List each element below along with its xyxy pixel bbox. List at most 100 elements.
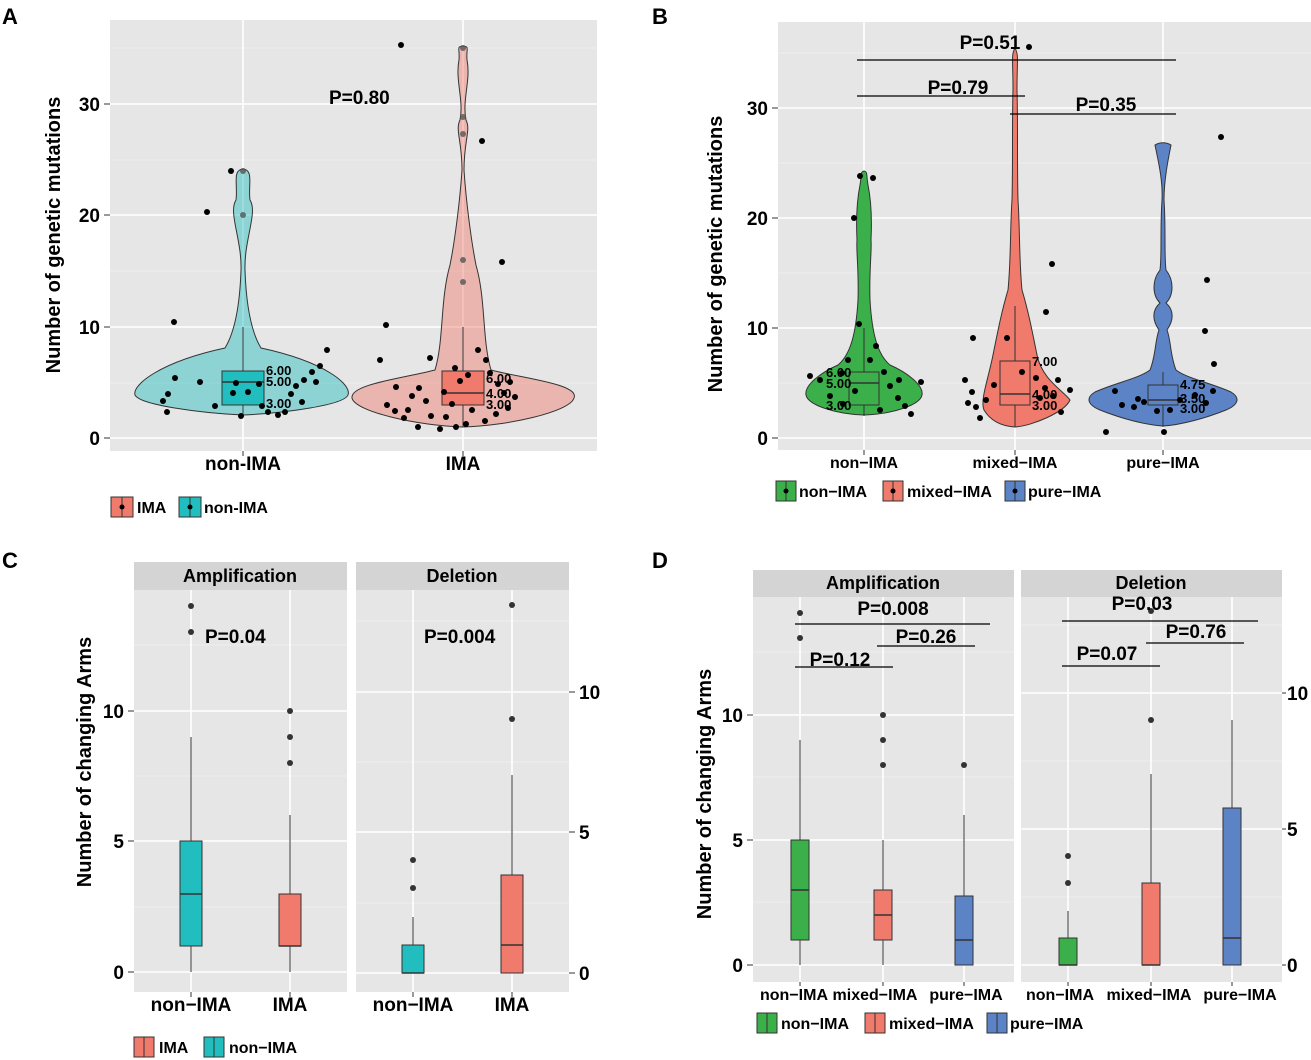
y-tick-label: 5 (113, 832, 124, 853)
p-value: P=0.51 (960, 33, 1021, 54)
legend-label: non−IMA (799, 484, 867, 501)
legend-label: pure−IMA (1028, 484, 1102, 501)
y-axis-right-c: 0 5 10 (569, 683, 600, 985)
stat-label: 3.00 (1180, 401, 1205, 416)
p-value: P=0.04 (205, 627, 266, 648)
x-tick-label: IMA (273, 995, 308, 1016)
stat-label: 6.00 (826, 365, 851, 380)
y-tick-label: 5 (579, 823, 590, 844)
panel-d: Amplification (694, 570, 1308, 1034)
y-tick-label: 10 (79, 318, 100, 339)
y-axis-title-d: Number of changing Arms (694, 669, 716, 919)
stat-label: 3.50 (1180, 391, 1205, 406)
box-mixed-ima-b (999, 306, 1031, 427)
y-tick-label: 0 (113, 963, 124, 984)
p-value: P=0.26 (896, 627, 957, 648)
jitter-points-b (807, 44, 1224, 435)
p-value: P=0.07 (1077, 644, 1138, 665)
panel-letter-d: D (652, 548, 668, 573)
box-mixed-ima-del-d (1141, 608, 1161, 966)
p-value: P=0.79 (928, 78, 989, 99)
y-tick-label: 5 (732, 831, 743, 852)
stat-label: 7.00 (1032, 354, 1057, 369)
legend-label: non-IMA (204, 500, 268, 517)
p-value-a: P=0.80 (329, 88, 390, 109)
box-non-ima-amp-d (790, 610, 810, 965)
p-value: P=0.12 (810, 650, 871, 671)
legend-c: IMA non−IMA (133, 1036, 297, 1058)
y-tick-label: 10 (579, 683, 600, 704)
legend-label: non−IMA (781, 1016, 849, 1033)
panel-letter-a: A (2, 4, 18, 29)
y-axis-right-d: 0 5 10 (1282, 684, 1308, 977)
legend-label: IMA (137, 500, 167, 517)
y-tick-label: 0 (732, 956, 743, 977)
panel-b: 6.00 5.00 3.00 7.00 4.00 3.00 4.75 3.50 … (705, 22, 1311, 502)
box-non-ima-b (848, 328, 880, 416)
y-tick-label: 30 (79, 95, 100, 116)
stat-label: 3.00 (266, 396, 291, 411)
violin-pure-ima-b (1088, 142, 1238, 427)
y-tick-label: 0 (1287, 956, 1298, 977)
x-tick-label: pure−IMA (1126, 455, 1200, 472)
panel-c: Amplification P=0.04 Deletion (74, 562, 600, 1058)
legend-label: mixed−IMA (889, 1016, 974, 1033)
stat-label: 4.00 (1032, 387, 1057, 402)
stat-label: 6.00 (266, 363, 291, 378)
x-tick-label: IMA (495, 995, 530, 1016)
box-ima-del-c (500, 602, 524, 974)
y-tick-label: 10 (103, 702, 124, 723)
p-value: P=0.35 (1076, 95, 1137, 116)
x-tick-label: non−IMA (1026, 987, 1094, 1004)
p-value: P=0.03 (1112, 594, 1173, 615)
facet-strip-deletion (356, 562, 569, 590)
x-tick-label: mixed−IMA (1107, 987, 1192, 1004)
jitter-points-a (160, 42, 518, 432)
facet-strip-amplification (134, 562, 347, 590)
stat-label: 3.00 (826, 398, 851, 413)
stat-label: 5.00 (826, 376, 851, 391)
significance-brackets-d-amp: P=0.008 P=0.26 P=0.12 (795, 599, 990, 671)
x-tick-label: non−IMA (373, 995, 454, 1016)
stat-label: 4.75 (1180, 377, 1205, 392)
y-tick-label: 0 (579, 964, 590, 985)
legend-d: non−IMA mixed−IMA pure−IMA (756, 1012, 1084, 1034)
y-tick-label: 20 (79, 206, 100, 227)
y-axis-a: 0 10 20 30 (79, 95, 110, 450)
y-axis-title-b: Number of genetic mutations (705, 116, 727, 393)
stat-label: 4.00 (486, 386, 511, 401)
x-tick-label: non-IMA (205, 454, 281, 475)
facet-title: Deletion (1115, 573, 1186, 593)
violin-non-ima-b (805, 170, 923, 416)
y-tick-label: 30 (747, 99, 768, 120)
x-tick-label: pure−IMA (929, 987, 1003, 1004)
y-tick-label: 10 (722, 706, 743, 727)
y-tick-label: 5 (1287, 820, 1298, 841)
y-axis-c: 0 5 10 (103, 702, 134, 984)
x-tick-label: non−IMA (151, 995, 232, 1016)
y-tick-label: 10 (747, 319, 768, 340)
x-tick-label: IMA (446, 454, 481, 475)
y-axis-title-c: Number of changing Arms (74, 637, 96, 887)
stat-label: 6.00 (486, 371, 511, 386)
x-tick-label: non−IMA (830, 455, 898, 472)
significance-brackets-b: P=0.51 P=0.79 P=0.35 (857, 33, 1176, 116)
y-tick-label: 20 (747, 209, 768, 230)
legend-a: IMA non-IMA (110, 496, 268, 518)
panel-letter-b: B (652, 4, 668, 29)
y-axis-title-a: Number of genetic mutations (43, 97, 65, 374)
violin-mixed-ima-b (982, 46, 1071, 428)
facet-title: Amplification (183, 566, 297, 586)
stat-label: 3.00 (486, 397, 511, 412)
box-non-ima-del-d (1058, 853, 1078, 966)
x-tick-label: pure−IMA (1203, 987, 1277, 1004)
box-pure-ima-b (1147, 372, 1179, 427)
p-value: P=0.76 (1166, 622, 1227, 643)
legend-label: mixed−IMA (907, 484, 992, 501)
y-tick-label: 10 (1287, 684, 1308, 705)
panel-a-plot-bg (110, 20, 597, 451)
legend-label: non−IMA (229, 1040, 297, 1057)
p-value: P=0.008 (857, 599, 928, 620)
box-non-ima-del-c (401, 857, 425, 974)
